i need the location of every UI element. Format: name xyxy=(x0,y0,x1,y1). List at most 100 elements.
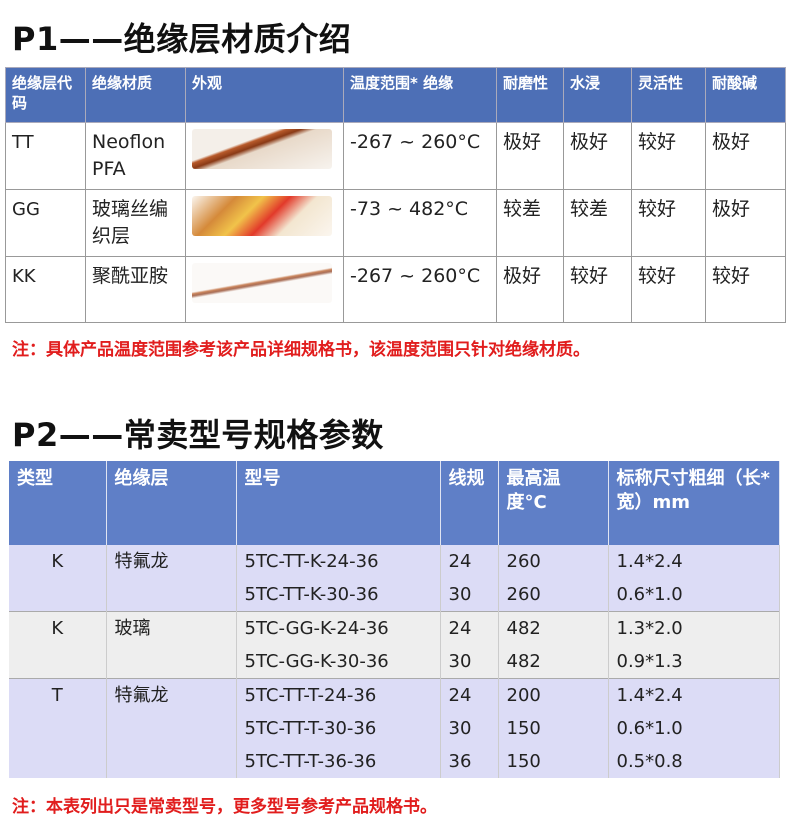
gauge-cell: 24 xyxy=(440,678,499,712)
header-cell: 最高温度°C xyxy=(498,461,609,545)
max-temp-cell: 260 xyxy=(498,578,609,612)
table-row: TT Neoflon PFA -267 ~ 260°C 极好 极好 较好 极好 xyxy=(5,122,786,190)
temperature-range: -267 ~ 260°C xyxy=(343,256,497,323)
insulation-cell xyxy=(106,645,237,679)
max-temp-cell: 150 xyxy=(498,712,609,745)
header-cell: 线规 xyxy=(440,461,499,545)
header-cell: 耐酸碱 xyxy=(705,67,786,123)
water-immersion: 较差 xyxy=(563,189,632,257)
header-cell: 类型 xyxy=(9,461,107,545)
acid-alkali-resistance: 极好 xyxy=(705,122,786,190)
insulation-material: Neoflon PFA xyxy=(85,122,186,190)
header-cell: 绝缘材质 xyxy=(85,67,186,123)
insulation-cell: 特氟龙 xyxy=(106,678,237,712)
size-cell: 0.9*1.3 xyxy=(608,645,780,679)
insulation-cell: 玻璃 xyxy=(106,611,237,645)
header-cell: 灵活性 xyxy=(631,67,706,123)
type-cell: T xyxy=(9,678,107,712)
type-cell xyxy=(9,745,107,778)
type-cell: K xyxy=(9,545,107,578)
table-header-row: 类型 绝缘层 型号 线规 最高温度°C 标称尺寸粗细（长*宽）mm xyxy=(9,461,780,545)
max-temp-cell: 260 xyxy=(498,545,609,578)
header-cell: 水浸 xyxy=(563,67,632,123)
tt-wire-image xyxy=(192,129,332,169)
table-row: T 特氟龙 5TC-TT-T-24-36 24 200 1.4*2.4 xyxy=(9,678,780,712)
gauge-cell: 24 xyxy=(440,611,499,645)
model-cell: 5TC-TT-T-36-36 xyxy=(236,745,441,778)
max-temp-cell: 482 xyxy=(498,645,609,679)
acid-alkali-resistance: 极好 xyxy=(705,189,786,257)
water-immersion: 极好 xyxy=(563,122,632,190)
max-temp-cell: 482 xyxy=(498,611,609,645)
type-cell: K xyxy=(9,611,107,645)
type-cell xyxy=(9,578,107,612)
table-row: KK 聚酰亚胺 -267 ~ 260°C 极好 较好 较好 较好 xyxy=(5,256,786,323)
table-row: 5TC-TT-K-30-36 30 260 0.6*1.0 xyxy=(9,578,780,612)
header-cell: 绝缘层代码 xyxy=(5,67,86,123)
gauge-cell: 24 xyxy=(440,545,499,578)
model-cell: 5TC-TT-K-24-36 xyxy=(236,545,441,578)
type-cell xyxy=(9,712,107,745)
p1-note: 注：具体产品温度范围参考该产品详细规格书，该温度范围只针对绝缘材质。 xyxy=(12,340,590,360)
size-cell: 0.6*1.0 xyxy=(608,578,780,612)
table-row: 5TC-GG-K-30-36 30 482 0.9*1.3 xyxy=(9,645,780,679)
model-cell: 5TC-TT-T-30-36 xyxy=(236,712,441,745)
model-cell: 5TC-TT-K-30-36 xyxy=(236,578,441,612)
wear-resistance: 极好 xyxy=(496,122,564,190)
insulation-cell xyxy=(106,712,237,745)
appearance-cell xyxy=(185,256,344,323)
gauge-cell: 30 xyxy=(440,578,499,612)
header-cell: 温度范围* 绝缘 xyxy=(343,67,497,123)
insulation-code: TT xyxy=(5,122,86,190)
gg-wire-image xyxy=(192,196,332,236)
max-temp-cell: 150 xyxy=(498,745,609,778)
size-cell: 1.4*2.4 xyxy=(608,678,780,712)
size-cell: 1.4*2.4 xyxy=(608,545,780,578)
model-cell: 5TC-TT-T-24-36 xyxy=(236,678,441,712)
table-row: K 特氟龙 5TC-TT-K-24-36 24 260 1.4*2.4 xyxy=(9,545,780,578)
p2-title: P2——常卖型号规格参数 xyxy=(12,416,384,454)
model-cell: 5TC-GG-K-30-36 xyxy=(236,645,441,679)
p2-note: 注：本表列出只是常卖型号，更多型号参考产品规格书。 xyxy=(12,797,437,817)
header-cell: 耐磨性 xyxy=(496,67,564,123)
insulation-code: GG xyxy=(5,189,86,257)
temperature-range: -267 ~ 260°C xyxy=(343,122,497,190)
gauge-cell: 36 xyxy=(440,745,499,778)
insulation-material: 玻璃丝编织层 xyxy=(85,189,186,257)
appearance-cell xyxy=(185,122,344,190)
size-cell: 0.6*1.0 xyxy=(608,712,780,745)
insulation-material-table: 绝缘层代码 绝缘材质 外观 温度范围* 绝缘 耐磨性 水浸 灵活性 耐酸碱 TT… xyxy=(5,67,786,323)
insulation-cell: 特氟龙 xyxy=(106,545,237,578)
header-cell: 外观 xyxy=(185,67,344,123)
header-cell: 型号 xyxy=(236,461,441,545)
insulation-material: 聚酰亚胺 xyxy=(85,256,186,323)
type-cell xyxy=(9,645,107,679)
insulation-cell xyxy=(106,578,237,612)
table-row: 5TC-TT-T-30-36 30 150 0.6*1.0 xyxy=(9,712,780,745)
header-cell: 标称尺寸粗细（长*宽）mm xyxy=(608,461,780,545)
gauge-cell: 30 xyxy=(440,712,499,745)
size-cell: 0.5*0.8 xyxy=(608,745,780,778)
table-header-row: 绝缘层代码 绝缘材质 外观 温度范围* 绝缘 耐磨性 水浸 灵活性 耐酸碱 xyxy=(5,67,786,123)
wear-resistance: 较差 xyxy=(496,189,564,257)
insulation-code: KK xyxy=(5,256,86,323)
table-row: GG 玻璃丝编织层 -73 ~ 482°C 较差 较差 较好 极好 xyxy=(5,189,786,257)
kk-wire-image xyxy=(192,263,332,303)
max-temp-cell: 200 xyxy=(498,678,609,712)
header-cell: 绝缘层 xyxy=(106,461,237,545)
flexibility: 较好 xyxy=(631,256,706,323)
temperature-range: -73 ~ 482°C xyxy=(343,189,497,257)
p1-title: P1——绝缘层材质介绍 xyxy=(12,20,352,58)
flexibility: 较好 xyxy=(631,122,706,190)
insulation-cell xyxy=(106,745,237,778)
gauge-cell: 30 xyxy=(440,645,499,679)
appearance-cell xyxy=(185,189,344,257)
table-row: 5TC-TT-T-36-36 36 150 0.5*0.8 xyxy=(9,745,780,778)
wear-resistance: 极好 xyxy=(496,256,564,323)
model-spec-table: 类型 绝缘层 型号 线规 最高温度°C 标称尺寸粗细（长*宽）mm K 特氟龙 … xyxy=(9,461,780,778)
flexibility: 较好 xyxy=(631,189,706,257)
model-cell: 5TC-GG-K-24-36 xyxy=(236,611,441,645)
table-row: K 玻璃 5TC-GG-K-24-36 24 482 1.3*2.0 xyxy=(9,611,780,645)
acid-alkali-resistance: 较好 xyxy=(705,256,786,323)
water-immersion: 较好 xyxy=(563,256,632,323)
